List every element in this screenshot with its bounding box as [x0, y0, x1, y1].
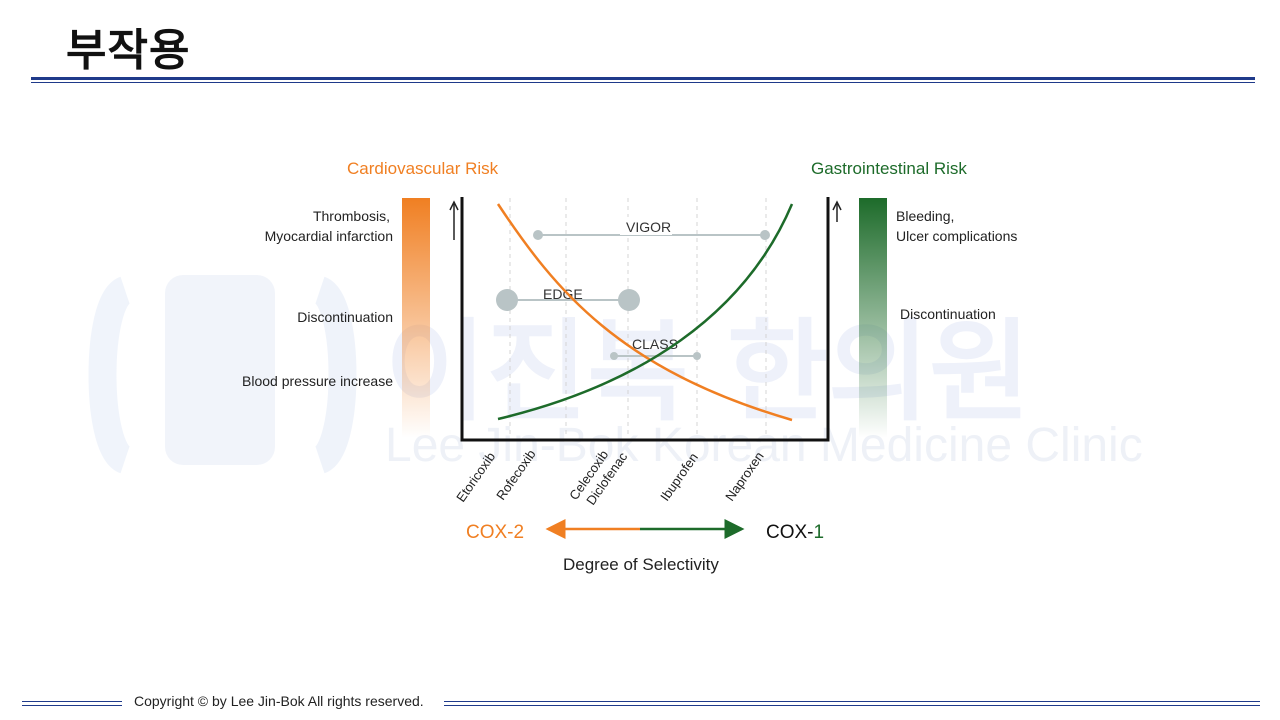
cox2-label: COX-2 [466, 522, 524, 543]
gi-risk-title: Gastrointestinal Risk [811, 159, 967, 178]
copyright-text: Copyright © by Lee Jin-Bok All rights re… [134, 693, 424, 709]
watermark-korean: 이진복 한의원 [385, 308, 1031, 436]
cox1-label: COX-1 [766, 522, 824, 543]
cv-label-bp: Blood pressure increase [242, 373, 393, 389]
x-axis-label: Degree of Selectivity [563, 555, 719, 574]
gi-label-ulcer: Ulcer complications [896, 228, 1017, 244]
gi-risk-curve [497, 203, 794, 421]
gi-risk-bar [859, 198, 887, 438]
drug-etoricoxib: Etoricoxib [453, 449, 498, 504]
cv-label-thrombosis: Thrombosis, [313, 208, 390, 224]
watermark-logo [88, 275, 357, 474]
page-title: 부작용 [66, 25, 191, 76]
trial-vigor-label: VIGOR [626, 219, 671, 235]
cv-risk-bar [402, 198, 430, 438]
cv-risk-title: Cardiovascular Risk [347, 159, 499, 178]
footer-line-right [444, 701, 1260, 702]
trial-edge: EDGE [496, 286, 640, 311]
drug-naproxen: Naproxen [722, 449, 767, 504]
drug-gridlines [509, 198, 767, 438]
gi-label-bleeding: Bleeding, [896, 208, 954, 224]
watermark-english: Lee Jin-Bok Korean Medicine Clinic [385, 419, 1143, 472]
trial-class-label: CLASS [632, 336, 678, 352]
gi-label-discontinuation: Discontinuation [900, 306, 996, 322]
footer-line-left [22, 701, 122, 702]
footer-line-right-2 [444, 705, 1260, 706]
cv-label-discontinuation: Discontinuation [297, 309, 393, 325]
cv-up-arrow [449, 200, 459, 240]
drug-ibuprofen: Ibuprofen [657, 450, 701, 504]
footer-line-left-2 [22, 705, 122, 706]
title-divider-thin [31, 82, 1255, 83]
trial-vigor: VIGOR [533, 217, 770, 240]
gi-up-arrow [832, 200, 842, 222]
cv-label-mi: Myocardial infarction [265, 228, 393, 244]
drug-rofecoxib: Rofecoxib [493, 447, 538, 503]
cv-risk-curve [496, 203, 793, 422]
title-divider [31, 77, 1255, 80]
plot-frame [460, 197, 830, 442]
